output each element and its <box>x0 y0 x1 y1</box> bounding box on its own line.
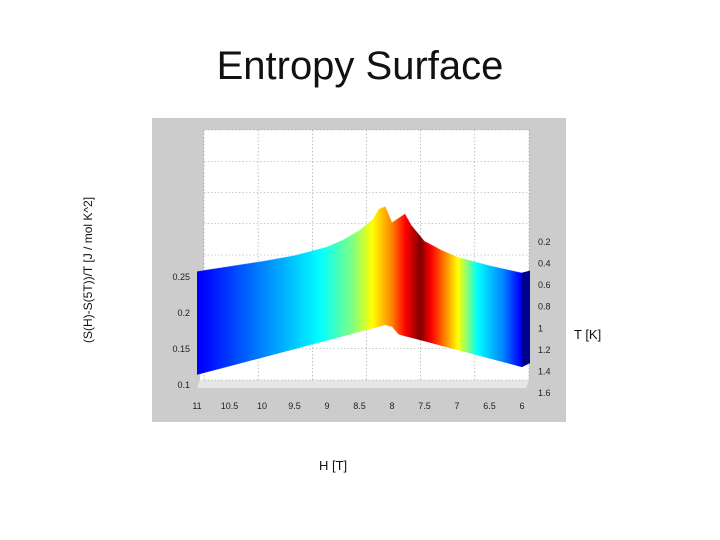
t-tick-label: 1.2 <box>538 345 551 355</box>
chart-title: Entropy Surface <box>216 44 504 88</box>
entropy-surface <box>197 206 522 375</box>
t-tick-label: 0.8 <box>538 302 551 312</box>
z-axis-label: (S(H)-S(5T))/T [J / mol K^2] <box>81 196 95 344</box>
z-tick-label: 0.15 <box>172 344 190 354</box>
floor-strip <box>197 380 529 388</box>
z-tick-label: 0.1 <box>177 380 190 390</box>
t-tick-label: 1 <box>538 323 543 333</box>
h-tick-label: 10.5 <box>221 401 239 411</box>
h-tick-label: 11 <box>192 401 201 411</box>
z-tick-label: 0.2 <box>177 308 190 318</box>
t-tick-label: 1.4 <box>538 366 551 376</box>
plot-area: 11 10.5 10 9.5 9 8.5 8 7.5 7 6.5 6 0.1 0.15 0.2 0.25 0.… <box>152 118 566 422</box>
h-tick-label: 9 <box>324 401 329 411</box>
t-tick-label: 0.4 <box>538 259 551 269</box>
z-tick-label: 0.25 <box>172 272 190 282</box>
t-axis-label: T [K] <box>574 327 602 342</box>
h-tick-label: 8.5 <box>353 401 366 411</box>
h-tick-label: 6 <box>519 401 524 411</box>
h-tick-label: 7 <box>454 401 459 411</box>
h-tick-label: 7.5 <box>418 401 431 411</box>
h-tick-label: 6.5 <box>483 401 496 411</box>
t-tick-label: 0.2 <box>538 237 551 247</box>
t-tick-label: 1.6 <box>538 388 551 398</box>
h-tick-label: 8 <box>389 401 394 411</box>
surface-right-edge <box>522 270 530 368</box>
h-tick-label: 10 <box>257 401 267 411</box>
ridge-line <box>196 205 523 274</box>
t-tick-label: 0.6 <box>538 280 551 290</box>
surface-chart: 11 10.5 10 9.5 9 8.5 8 7.5 7 6.5 6 0.1 0.15 0.2 0.25 0.… <box>152 118 566 422</box>
h-axis-label: H [T] <box>319 458 348 473</box>
h-tick-label: 9.5 <box>288 401 301 411</box>
